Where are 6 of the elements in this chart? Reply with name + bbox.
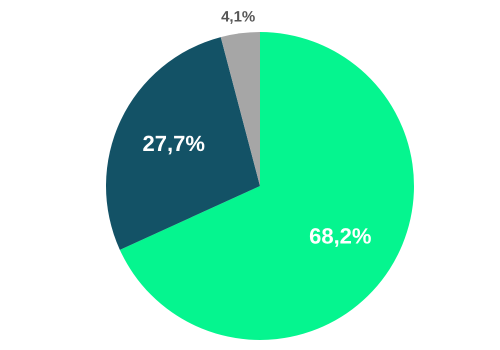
data-label: 27,7%	[142, 130, 205, 156]
data-label: 4,1%	[221, 8, 256, 26]
data-label: 68,2%	[309, 223, 372, 248]
pie-slice	[106, 37, 260, 250]
pie-slice	[220, 32, 260, 186]
pie-slice	[120, 32, 414, 340]
